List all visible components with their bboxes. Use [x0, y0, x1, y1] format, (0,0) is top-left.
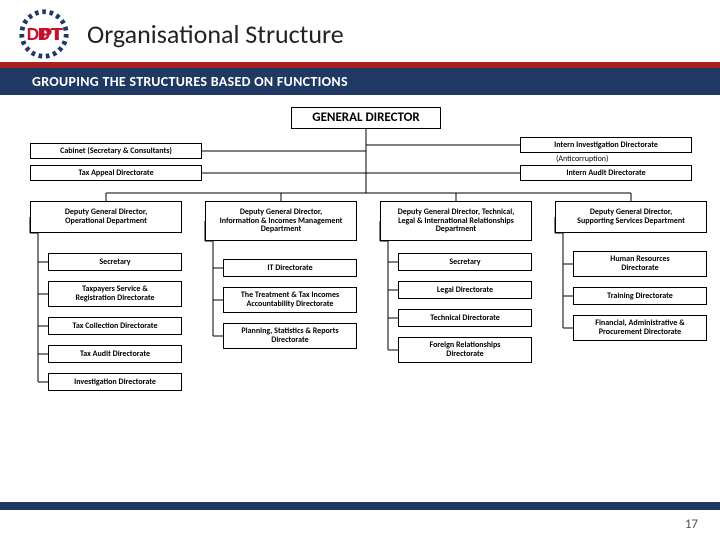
org-node: Intern Audit Directorate [520, 165, 692, 181]
footer-bar [0, 502, 720, 510]
org-node: Tax Appeal Directorate [30, 165, 202, 181]
org-node-caption: (Anticorruption) [556, 154, 608, 164]
org-node: Training Directorate [573, 287, 707, 305]
org-node: GENERAL DIRECTOR [291, 107, 441, 129]
org-node: Secretary [398, 253, 532, 271]
org-node: Tax Audit Directorate [48, 345, 182, 363]
org-node: Deputy General Director,Operational Depa… [30, 201, 182, 233]
org-node: Deputy General Director,Information & In… [205, 201, 357, 241]
page-title: Organisational Structure [87, 18, 344, 50]
org-node: Secretary [48, 253, 182, 271]
org-node: Investigation Directorate [48, 373, 182, 391]
dpt-logo: D PT DPT [15, 5, 73, 63]
org-node: Deputy General Director,Supporting Servi… [555, 201, 707, 233]
org-node: Technical Directorate [398, 309, 532, 327]
org-node: Cabinet (Secretary & Consultants) [30, 143, 202, 159]
subtitle-bar: GROUPING THE STRUCTURES BASED ON FUNCTIO… [0, 68, 720, 95]
org-node: Tax Collection Directorate [48, 317, 182, 335]
org-node: Deputy General Director, Technical,Legal… [380, 201, 532, 241]
slide-header: D PT DPT Organisational Structure [0, 0, 720, 58]
org-chart: GENERAL DIRECTOR Cabinet (Secretary & Con… [0, 101, 720, 491]
org-node: IT Directorate [223, 259, 357, 277]
org-node: Foreign RelationshipsDirectorate [398, 337, 532, 363]
page-number: 17 [685, 517, 698, 532]
org-node: The Treatment & Tax IncomesAccountabilit… [223, 287, 357, 313]
svg-text:DPT: DPT [27, 24, 62, 44]
org-node: Intern Investigation Directorate [520, 137, 692, 153]
org-node: Planning, Statistics & ReportsDirectorat… [223, 323, 357, 349]
org-node: Legal Directorate [398, 281, 532, 299]
org-node: Taxpayers Service &Registration Director… [48, 281, 182, 307]
org-node: Human ResourcesDirectorate [573, 251, 707, 277]
org-node: Financial, Administrative &Procurement D… [573, 315, 707, 341]
